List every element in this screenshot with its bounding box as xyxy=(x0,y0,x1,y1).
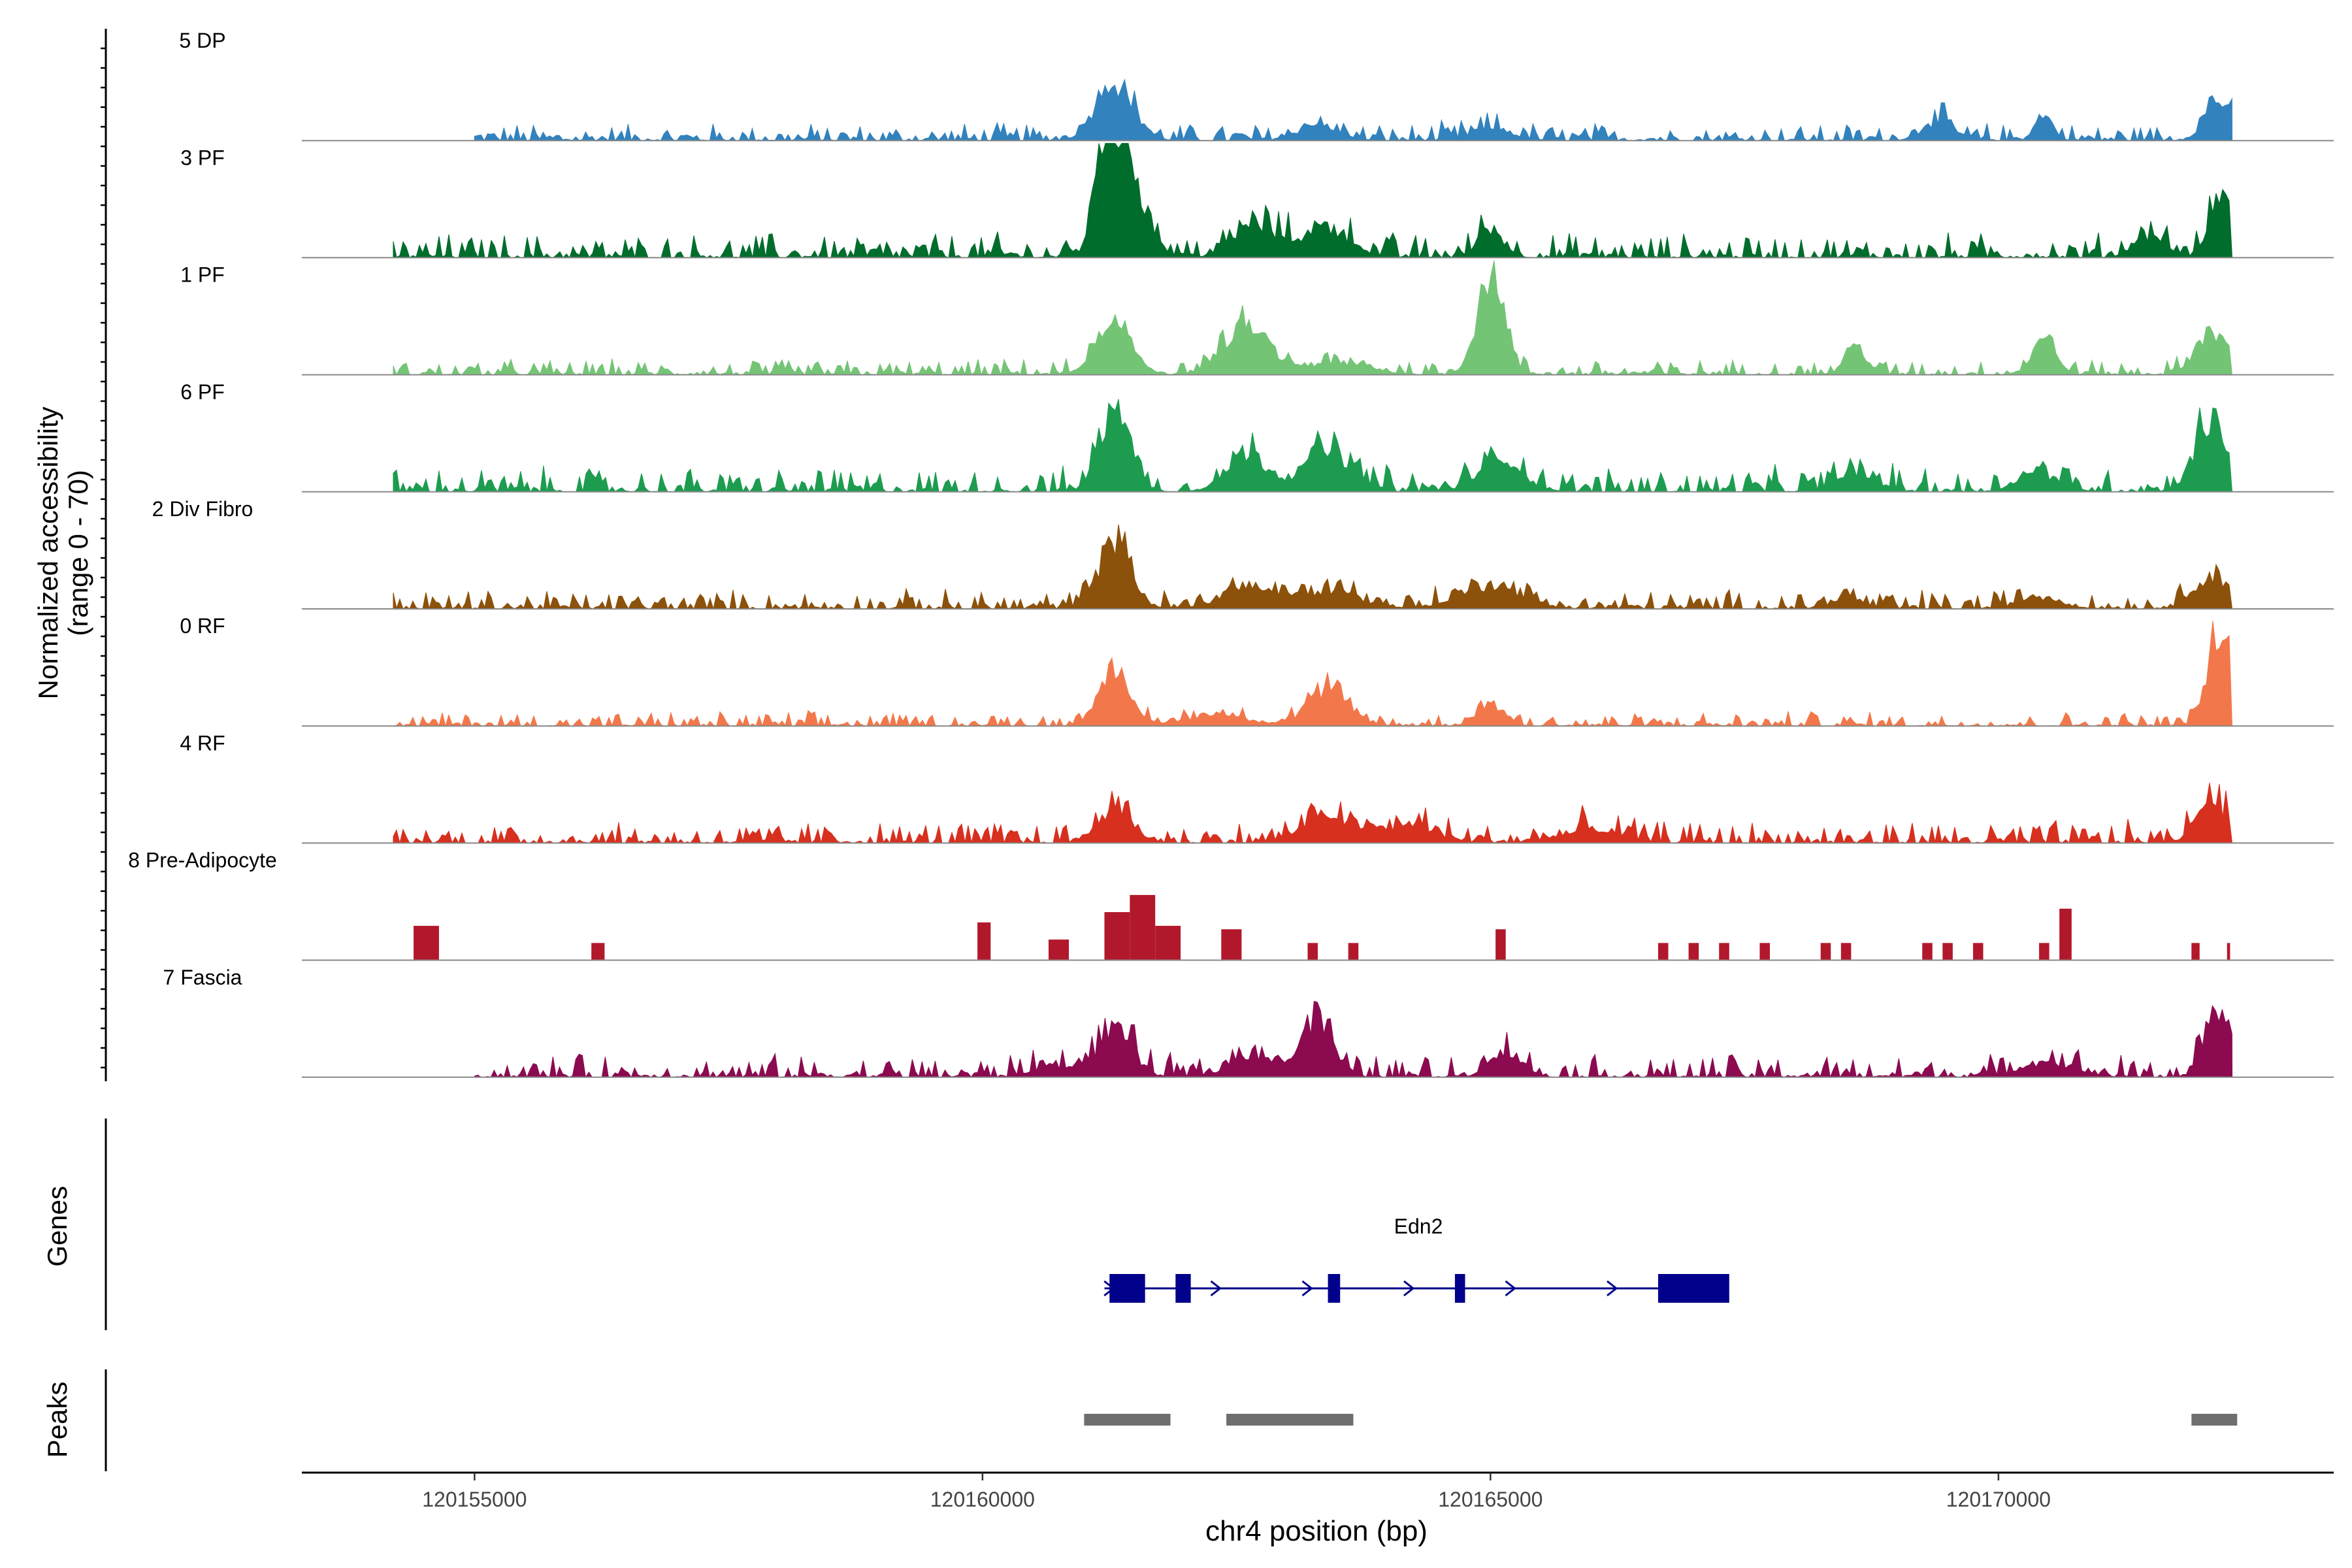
genes-panel: Genes Edn2 xyxy=(42,1119,1729,1330)
strand-arrow xyxy=(1210,1280,1222,1297)
peak-region xyxy=(1226,1414,1354,1426)
peak-region xyxy=(1084,1414,1171,1426)
coverage-area xyxy=(474,78,2233,142)
track-label: 1 PF xyxy=(180,263,225,287)
coverage-block xyxy=(2059,908,2072,960)
track-label: 7 Fascia xyxy=(163,966,242,989)
coverage-block xyxy=(1759,943,1770,960)
y-axis-label: Normalized accessibility (range 0 - 70) xyxy=(33,406,93,699)
coverage-block xyxy=(1719,943,1729,960)
track: 0 RF xyxy=(180,614,2334,728)
strand-arrow xyxy=(1607,1280,1618,1297)
track-label: 5 DP xyxy=(179,29,225,52)
coverage-area xyxy=(393,142,2233,259)
coverage-block xyxy=(2227,943,2230,960)
gene-exon xyxy=(1109,1274,1145,1303)
coverage-block xyxy=(1840,943,1852,960)
y-axis-label-line1: Normalized accessibility xyxy=(33,406,63,699)
coverage-block xyxy=(1155,926,1181,960)
coverage-block xyxy=(1221,929,1242,960)
gene-name-label: Edn2 xyxy=(1394,1215,1443,1238)
tracks-y-axis xyxy=(101,29,107,1081)
track-label: 3 PF xyxy=(180,146,225,169)
strand-arrow xyxy=(1403,1280,1415,1297)
track: 1 PF xyxy=(180,260,2334,376)
strand-arrow xyxy=(1301,1280,1313,1297)
x-tick-label: 120160000 xyxy=(930,1488,1035,1511)
coverage-area xyxy=(393,260,2233,376)
coverage-area xyxy=(393,524,2233,610)
x-tick-label: 120170000 xyxy=(1946,1488,2051,1511)
coverage-block xyxy=(1972,943,1984,960)
x-tick-label: 120155000 xyxy=(422,1488,527,1511)
track: 7 Fascia xyxy=(163,966,2334,1079)
coverage-block xyxy=(1495,929,1506,960)
track-label: 8 Pre-Adipocyte xyxy=(128,849,277,872)
gene-model xyxy=(1103,1274,1729,1303)
x-axis: 120155000 120160000 120165000 120170000 chr… xyxy=(302,1471,2334,1547)
track: 6 PF xyxy=(180,380,2334,493)
x-axis-title: chr4 position (bp) xyxy=(1205,1515,1428,1547)
coverage-block xyxy=(1130,894,1156,960)
peak-region xyxy=(2191,1414,2238,1426)
coverage-area xyxy=(474,1000,2233,1079)
track-label: 6 PF xyxy=(180,380,225,404)
coverage-block xyxy=(414,926,439,960)
genes-panel-label: Genes xyxy=(42,1186,73,1267)
coverage-block xyxy=(1348,943,1359,960)
coverage-block xyxy=(1922,943,1933,960)
coverage-block xyxy=(1688,943,1699,960)
track-label: 0 RF xyxy=(180,614,225,638)
gene-exon xyxy=(1454,1274,1465,1303)
coverage-block xyxy=(1942,943,1953,960)
coverage-block xyxy=(1307,943,1318,960)
coverage-block xyxy=(1820,943,1831,960)
y-axis-label-line2: (range 0 - 70) xyxy=(63,470,93,636)
peaks-panel-label: Peaks xyxy=(42,1382,73,1458)
coverage-block xyxy=(1104,912,1130,960)
coverage-block xyxy=(1048,939,1070,960)
peaks-panel: Peaks xyxy=(42,1369,2238,1471)
track-label: 4 RF xyxy=(180,731,225,755)
x-tick-label: 120165000 xyxy=(1438,1488,1543,1511)
track-label: 2 Div Fibro xyxy=(152,497,253,521)
strand-arrow xyxy=(1505,1280,1516,1297)
gene-exon xyxy=(1328,1274,1341,1303)
coverage-block xyxy=(591,943,605,960)
coverage-area xyxy=(393,621,2233,728)
track: 3 PF xyxy=(180,142,2334,259)
track: 2 Div Fibro xyxy=(152,497,2334,610)
peak-regions xyxy=(1084,1414,2238,1426)
coverage-block xyxy=(2191,943,2200,960)
coverage-area xyxy=(393,783,2233,844)
coverage-area xyxy=(393,399,2233,493)
track: 4 RF xyxy=(180,731,2334,844)
x-axis-ticks: 120155000 120160000 120165000 120170000 xyxy=(422,1473,2051,1511)
track: 5 DP xyxy=(179,29,2334,142)
coverage-block xyxy=(2039,943,2050,960)
coverage-block xyxy=(1658,943,1669,960)
coverage-tracks: 5 DP 3 PF 1 PF 6 PF 2 Div Fibro 0 RF 4 RF 8 Pre… xyxy=(128,29,2334,1079)
gene-exon xyxy=(1175,1274,1191,1303)
coverage-block xyxy=(977,922,991,960)
gene-exon xyxy=(1658,1274,1729,1303)
track: 8 Pre-Adipocyte xyxy=(128,849,2334,961)
